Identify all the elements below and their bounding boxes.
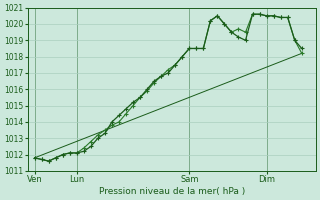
X-axis label: Pression niveau de la mer( hPa ): Pression niveau de la mer( hPa ) [99, 187, 245, 196]
